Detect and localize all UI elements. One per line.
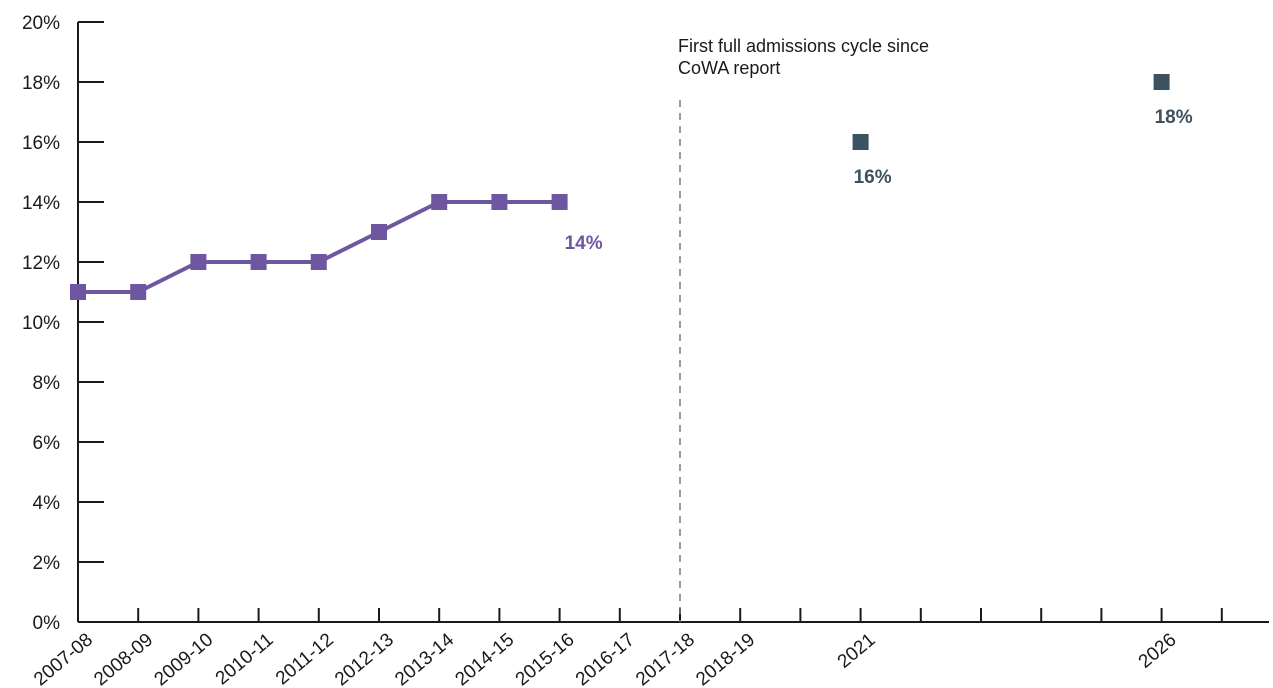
data-label: 14% (565, 233, 603, 254)
x-tick-label: 2015-16 (512, 629, 579, 688)
data-point (70, 284, 86, 300)
x-tick-label: 2021 (834, 629, 880, 672)
annotation-text: First full admissions cycle since (678, 36, 929, 56)
x-tick-label: 2018-19 (692, 629, 759, 688)
y-axis: 0% 2% 4% 6% 8% 10% 12% 14% 16% 18% 20% (22, 13, 104, 634)
y-tick-label: 4% (33, 493, 61, 514)
y-tick-label: 8% (33, 373, 61, 394)
y-tick-label: 10% (22, 313, 60, 334)
y-tick-label: 18% (22, 73, 60, 94)
y-tick-label: 0% (33, 613, 61, 634)
x-tick-label: 2007-08 (30, 629, 97, 688)
y-tick-label: 6% (33, 433, 61, 454)
x-axis: 2007-082008-092009-102010-112011-122012-… (30, 608, 1269, 688)
annotation-text: CoWA report (678, 58, 780, 78)
series-targets: 16% 18% (852, 74, 1193, 188)
data-point (551, 194, 568, 210)
x-tick-label: 2012-13 (331, 629, 398, 688)
data-label: 18% (1155, 107, 1193, 128)
x-tick-label: 2016-17 (572, 629, 639, 688)
series-historical: 14% (70, 194, 603, 300)
data-point (852, 134, 869, 150)
x-tick-label: 2014-15 (451, 629, 518, 688)
data-point (250, 254, 267, 270)
data-point (371, 224, 387, 240)
y-tick-label: 2% (33, 553, 61, 574)
data-point (491, 194, 508, 210)
x-tick-label: 2017-18 (632, 629, 699, 688)
data-label: 16% (854, 167, 892, 188)
y-tick-label: 20% (22, 13, 60, 34)
data-point (310, 254, 327, 270)
x-tick-label: 2026 (1135, 629, 1181, 672)
x-tick-label: 2009-10 (150, 629, 217, 688)
x-tick-label: 2008-09 (90, 629, 157, 688)
data-point (1153, 74, 1170, 90)
x-tick-label: 2010-11 (212, 629, 278, 688)
y-tick-label: 12% (22, 253, 60, 274)
x-tick-label: 2011-12 (272, 629, 338, 688)
y-tick-label: 14% (22, 193, 60, 214)
data-point (431, 194, 448, 210)
x-tick-label: 2013-14 (391, 629, 458, 688)
y-tick-label: 16% (22, 133, 60, 154)
data-point (130, 284, 147, 300)
series-line-path (78, 200, 560, 294)
data-point (190, 254, 207, 270)
